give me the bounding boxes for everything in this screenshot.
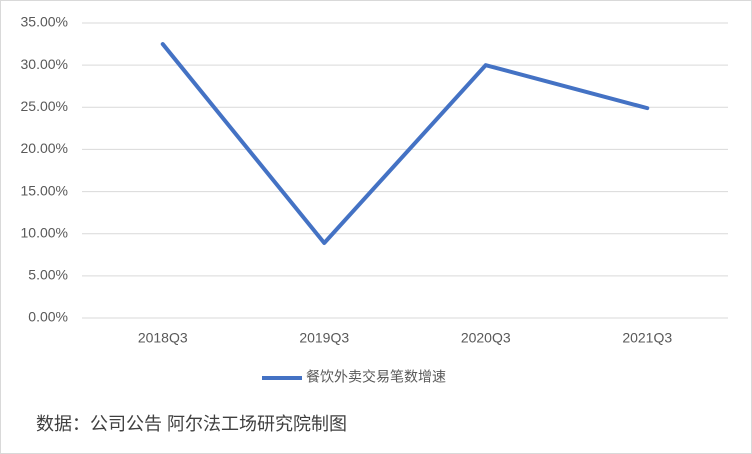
y-tick-label: 10.00% — [21, 224, 68, 240]
source-note: 数据：公司公告 阿尔法工场研究院制图 — [36, 414, 347, 434]
y-tick-label: 0.00% — [28, 309, 68, 325]
x-tick-label: 2019Q3 — [299, 330, 349, 346]
y-tick-label: 5.00% — [28, 267, 68, 283]
legend-label: 餐饮外卖交易笔数增速 — [306, 369, 446, 385]
y-tick-label: 15.00% — [21, 182, 68, 198]
x-tick-label: 2020Q3 — [461, 330, 511, 346]
data-line — [160, 42, 650, 245]
y-tick-label: 25.00% — [21, 98, 68, 114]
y-tick-label: 35.00% — [21, 14, 68, 30]
y-tick-label: 30.00% — [21, 56, 68, 72]
x-tick-label: 2021Q3 — [622, 330, 672, 346]
x-tick-label: 2018Q3 — [138, 330, 188, 346]
y-tick-label: 20.00% — [21, 140, 68, 156]
